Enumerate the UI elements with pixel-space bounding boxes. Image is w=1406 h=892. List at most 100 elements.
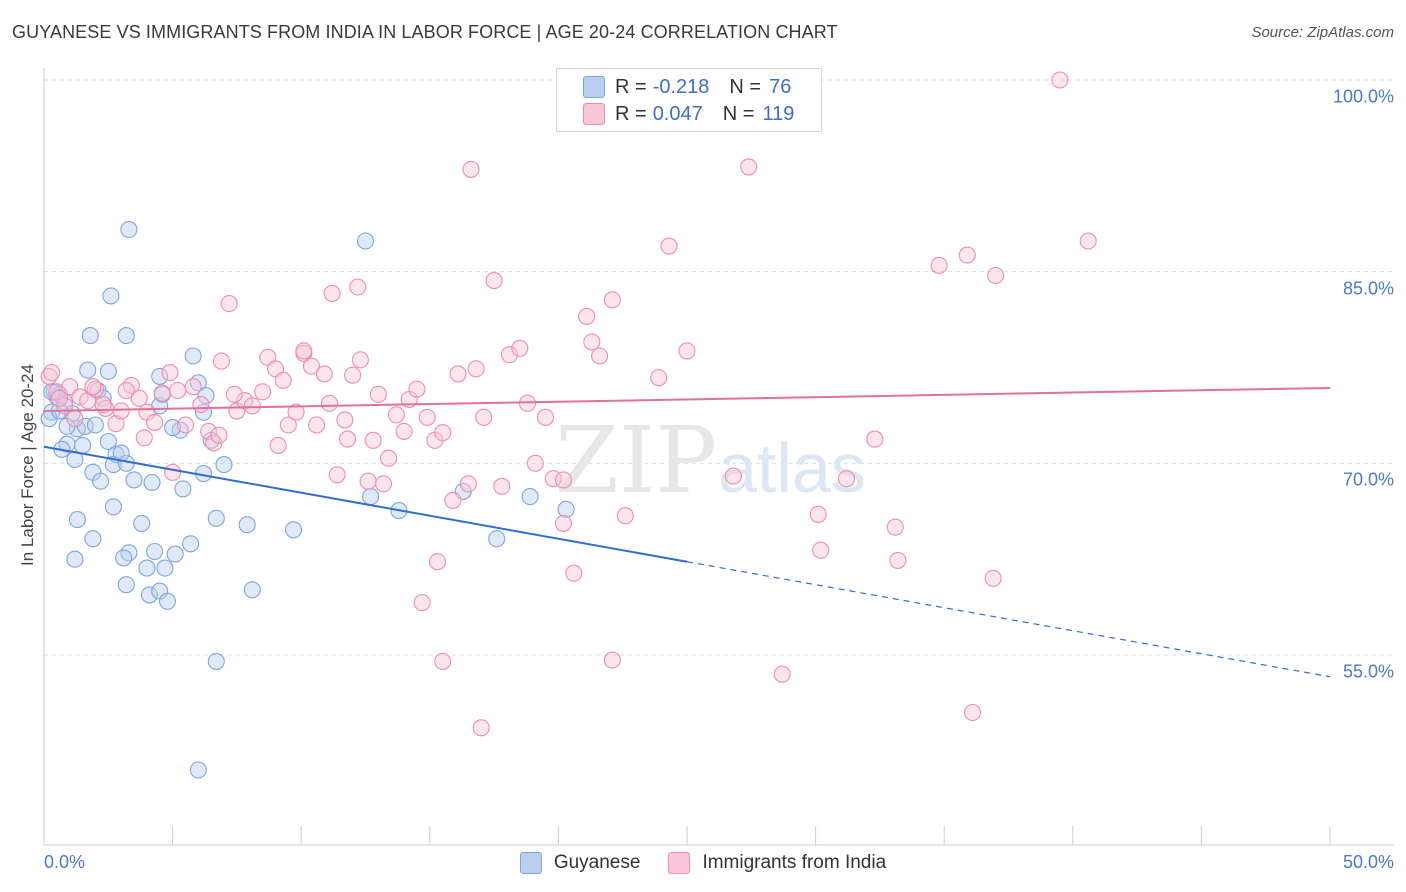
watermark-zip: ZIP xyxy=(555,407,717,514)
guyanese-trend-extension xyxy=(686,561,1331,678)
guyanese-point xyxy=(182,535,200,553)
legend-item-guyanese[interactable]: Guyanese xyxy=(519,852,640,874)
india-point xyxy=(886,518,904,536)
guyanese-point xyxy=(81,327,99,345)
legend-label-india: Immigrants from India xyxy=(702,852,887,873)
india-point xyxy=(323,284,341,302)
india-point xyxy=(724,467,742,485)
guyanese-point xyxy=(488,530,506,548)
india-point xyxy=(984,569,1002,587)
india-point xyxy=(243,397,261,415)
guyanese-point xyxy=(166,545,184,563)
guyanese-point xyxy=(99,433,117,451)
india-point xyxy=(418,408,436,426)
india-point xyxy=(176,416,195,434)
guyanese-point xyxy=(68,511,86,529)
n-label: N = xyxy=(729,75,762,98)
india-point xyxy=(364,431,382,449)
india-point xyxy=(740,158,758,176)
india-point xyxy=(349,278,367,296)
guyanese-point xyxy=(133,514,151,532)
guyanese-point xyxy=(189,761,207,779)
india-point xyxy=(387,406,405,424)
n-value-guyanese: 76 xyxy=(769,75,792,98)
india-point xyxy=(295,342,313,360)
india-point xyxy=(369,385,387,403)
n-label: N = xyxy=(722,102,755,125)
india-point xyxy=(269,436,287,454)
guyanese-point xyxy=(158,592,177,610)
india-point xyxy=(462,160,480,178)
india-point xyxy=(493,477,511,495)
india-point xyxy=(1051,71,1069,89)
guyanese-point xyxy=(117,327,135,345)
guyanese-point xyxy=(146,542,164,561)
guyanese-swatch xyxy=(519,852,542,874)
guyanese-point xyxy=(197,387,215,405)
y-tick-label: 100.0% xyxy=(1332,86,1394,107)
guyanese-point xyxy=(356,232,375,250)
r-value-india: 0.047 xyxy=(652,102,703,125)
india-swatch xyxy=(583,103,605,125)
guyanese-point xyxy=(115,549,133,567)
india-point xyxy=(61,378,79,396)
india-point xyxy=(117,381,135,400)
india-point xyxy=(351,351,369,369)
india-point xyxy=(112,402,130,420)
legend-item-india[interactable]: Immigrants from India xyxy=(668,852,886,874)
guyanese-point xyxy=(284,521,303,539)
guyanese-point xyxy=(125,471,143,489)
chart-title: GUYANESE VS IMMIGRANTS FROM INDIA IN LAB… xyxy=(12,22,838,42)
r-value-guyanese: -0.218 xyxy=(652,75,710,98)
india-point xyxy=(287,403,305,421)
guyanese-point xyxy=(74,436,92,454)
india-point xyxy=(184,378,202,396)
india-point xyxy=(428,553,447,571)
guyanese-point xyxy=(84,530,102,548)
guyanese-point xyxy=(215,456,233,474)
x-tick-min: 0.0% xyxy=(44,852,86,872)
series-legend: Guyanese Immigrants from India xyxy=(0,852,1406,874)
india-trend-line xyxy=(43,386,1331,412)
guyanese-point xyxy=(99,362,117,380)
guyanese-point xyxy=(120,220,138,239)
india-point xyxy=(338,430,357,448)
data-points xyxy=(40,71,1097,779)
india-point xyxy=(344,366,362,384)
guyanese-point xyxy=(143,473,161,492)
guyanese-point xyxy=(138,559,156,577)
india-point xyxy=(94,396,112,414)
india-point xyxy=(315,365,333,383)
india-point xyxy=(66,410,84,428)
india-point xyxy=(578,307,596,325)
india-point xyxy=(328,466,346,484)
legend-row-guyanese: R = -0.218 N = 76 xyxy=(583,74,791,100)
india-point xyxy=(135,429,153,447)
guyanese-swatch xyxy=(583,76,605,98)
guyanese-point xyxy=(207,652,225,670)
india-point xyxy=(678,342,696,360)
india-point xyxy=(809,505,827,523)
india-point xyxy=(536,408,555,426)
india-point xyxy=(374,475,393,493)
guyanese-point xyxy=(207,509,225,527)
guyanese-point xyxy=(156,559,174,577)
india-point xyxy=(50,389,68,407)
y-tick-label: 55.0% xyxy=(1342,661,1394,682)
india-point xyxy=(866,430,884,448)
india-point xyxy=(449,365,467,383)
legend-row-india: R = 0.047 N = 119 xyxy=(583,101,794,127)
india-point xyxy=(616,507,634,525)
india-point xyxy=(308,416,326,434)
india-point xyxy=(565,564,583,582)
india-point xyxy=(122,376,140,394)
guyanese-point xyxy=(79,361,97,379)
y-tick-label: 70.0% xyxy=(1342,469,1394,490)
india-point xyxy=(71,388,89,406)
india-point xyxy=(554,471,573,489)
india-point xyxy=(169,381,187,400)
india-point xyxy=(212,352,231,370)
guyanese-point xyxy=(151,367,169,385)
india-point xyxy=(591,347,609,365)
